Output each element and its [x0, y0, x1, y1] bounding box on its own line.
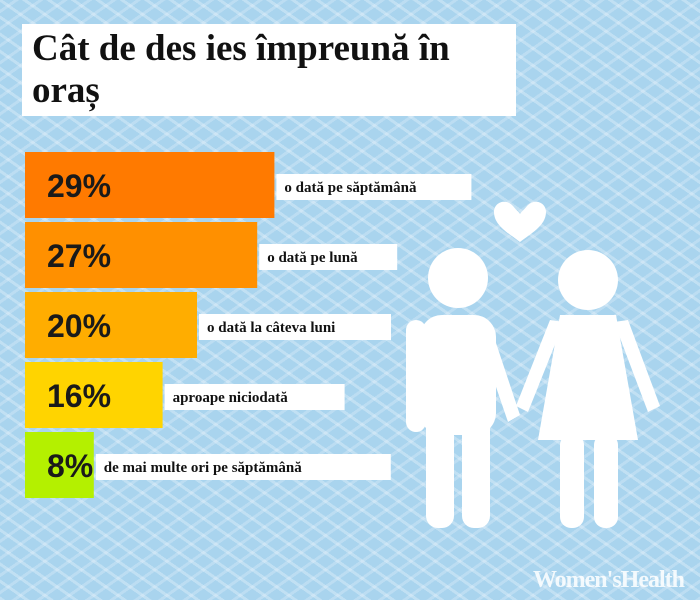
bar-row: 20% o dată la câteva luni: [25, 292, 391, 358]
bar-value-label: 16%: [47, 378, 111, 414]
bar-row: 8% de mai multe ori pe săptămână: [25, 432, 391, 498]
bar: [25, 292, 197, 358]
category-label-bg: [199, 314, 391, 340]
watermark-logo: Women'sHealth: [532, 567, 685, 593]
bar-value-label: 8%: [47, 448, 93, 484]
bar-value-label: 27%: [47, 238, 111, 274]
title-box: Cât de des ies împreună în oraș: [22, 24, 516, 116]
woman-icon: [516, 250, 660, 528]
couple-illustration: [406, 201, 660, 528]
category-label: o dată la câteva luni: [207, 320, 335, 336]
category-label: o dată pe lună: [267, 250, 358, 266]
bar: [25, 362, 163, 428]
category-label-bg: [95, 454, 391, 480]
category-label-bg: [164, 384, 345, 410]
category-label-bg: [259, 244, 398, 270]
category-label: de mai multe ori pe săptămână: [104, 460, 302, 476]
category-label: aproape niciodată: [173, 390, 289, 406]
bar: [25, 152, 275, 218]
category-label: o dată pe săptămână: [284, 180, 417, 196]
chart-title: Cât de des ies împreună în oraș: [32, 28, 450, 111]
bar-value-label: 20%: [47, 308, 111, 344]
bar-row: 16% aproape niciodată: [25, 362, 345, 428]
bar-row: 27% o dată pe lună: [25, 222, 398, 288]
heart-icon: [494, 201, 546, 242]
bar-row: 29% o dată pe săptămână: [25, 152, 472, 218]
bar: [25, 222, 258, 288]
bar: [25, 432, 94, 498]
bar-value-label: 29%: [47, 168, 111, 204]
category-label-bg: [276, 174, 472, 200]
man-icon: [406, 248, 520, 528]
